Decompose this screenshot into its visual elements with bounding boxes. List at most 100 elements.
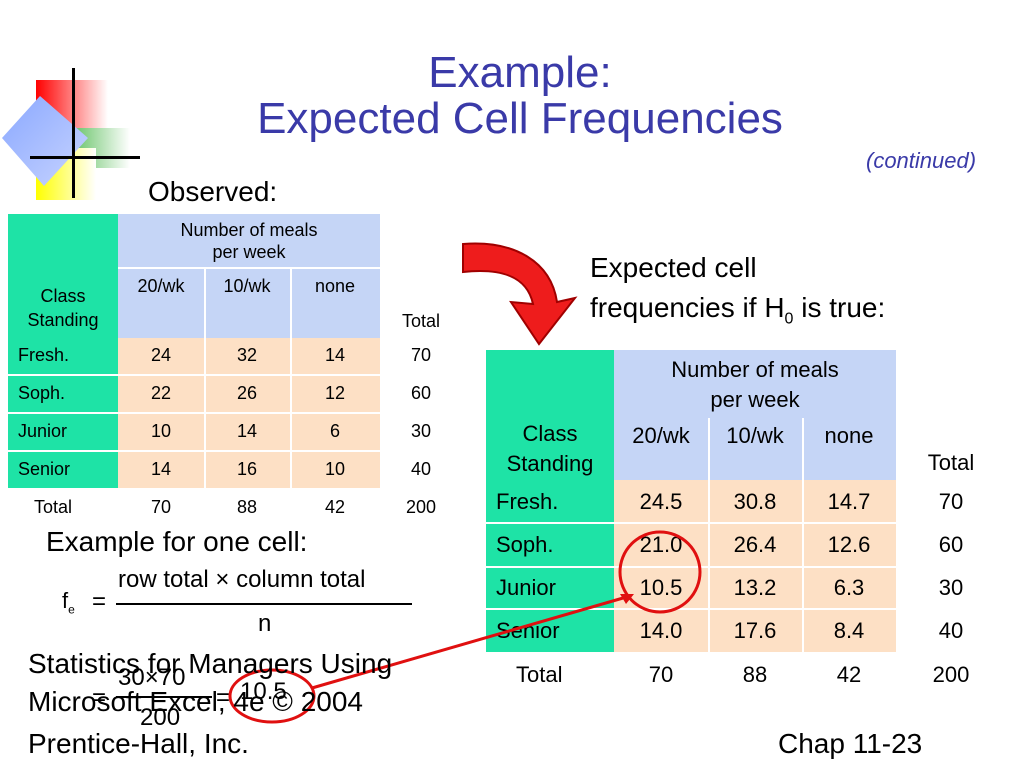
obs-cell: 24 (150, 345, 172, 365)
obs-row-label: Senior (18, 459, 71, 479)
continued-label: (continued) (866, 148, 977, 173)
observed-label: Observed: (148, 176, 278, 207)
formula-num-b: column total (236, 566, 366, 593)
obs-row-label: Soph. (18, 383, 66, 403)
exp-row-total: 30 (938, 575, 964, 600)
fraction-bar (116, 603, 412, 605)
exp-row-total: 70 (938, 489, 964, 514)
formula-numerator: row total × column total (118, 566, 365, 594)
exp-row-total: 40 (938, 618, 964, 643)
obs-cell: 14 (236, 421, 258, 441)
exp-class-label: Class (522, 421, 578, 446)
obs-cell: 22 (150, 383, 172, 403)
calc-num-b: 70 (158, 664, 186, 691)
exp-cell: 30.8 (733, 489, 777, 514)
obs-row-total: 60 (410, 383, 432, 403)
obs-col-20wk: 20/wk (137, 276, 185, 296)
obs-group-header: Number of meals (180, 220, 318, 240)
calc-times: × (144, 664, 159, 691)
expected-label-sub: 0 (784, 310, 794, 328)
exp-col-total: 70 (648, 662, 674, 687)
obs-cell: 32 (236, 345, 258, 365)
exp-corner (486, 350, 614, 480)
expected-label-1: Expected cell (590, 252, 757, 283)
obs-standing-label: Standing (27, 310, 99, 330)
obs-row-label: Fresh. (18, 345, 70, 365)
obs-corner (8, 214, 118, 338)
obs-col-total: 42 (324, 497, 346, 517)
title-line-1: Example: (428, 48, 612, 97)
obs-grand-total: 200 (405, 497, 437, 517)
obs-col-10wk: 10/wk (223, 276, 271, 296)
obs-header (118, 214, 380, 338)
calc-result: 10.5 (240, 678, 287, 705)
exp-cell: 17.6 (733, 618, 777, 643)
formula-num-a: row total (118, 566, 209, 593)
curved-arrow-icon (462, 242, 578, 346)
calc-denominator: 200 (140, 704, 181, 731)
exp-cell: 14.0 (639, 618, 683, 643)
obs-col-none: none (314, 276, 356, 296)
obs-col-total: 70 (150, 497, 172, 517)
obs-cell: 12 (324, 383, 346, 403)
exp-group-header: Number of meals (671, 357, 839, 382)
obs-cell: 26 (236, 383, 258, 403)
obs-col-total: 88 (236, 497, 258, 517)
exp-row-label: Soph. (496, 532, 554, 557)
exp-group-header-2: per week (710, 387, 800, 412)
formula-f-sub: e (68, 602, 75, 617)
calc-num-a: 30 (118, 664, 145, 691)
formula-f: f (62, 588, 69, 613)
exp-cell: 26.4 (733, 532, 777, 557)
exp-col-none: none (824, 423, 874, 448)
exp-col-10wk: 10/wk (726, 423, 784, 448)
exp-cell: 13.2 (733, 575, 777, 600)
exp-header (614, 350, 896, 480)
obs-cell: 14 (150, 459, 172, 479)
obs-cell: 6 (329, 421, 340, 441)
calc-eq: = (92, 684, 107, 711)
exp-row-total: 60 (938, 532, 964, 557)
exp-col-total: 42 (836, 662, 862, 687)
obs-class-label: Class (40, 286, 86, 306)
footer-line-1: Statistics for Managers Using (28, 648, 393, 679)
exp-cell: 8.4 (833, 618, 865, 643)
formula-fe: fe (62, 588, 75, 616)
expected-label-2: frequencies if H0 is true: (590, 292, 885, 329)
exp-standing-label: Standing (506, 451, 594, 476)
exp-total-label: Total (516, 662, 563, 687)
exp-cell: 14.7 (827, 489, 871, 514)
exp-cell: 10.5 (639, 575, 683, 600)
slide-title: Example: Expected Cell Frequencies (210, 48, 830, 144)
calc-numerator: 30×70 (118, 664, 185, 692)
obs-row-total: 70 (410, 345, 432, 365)
obs-row-total: 40 (410, 459, 432, 479)
obs-row-total: 30 (410, 421, 432, 441)
exp-row-label: Fresh. (496, 489, 559, 514)
formula-denominator: n (258, 610, 272, 637)
obs-row-label: Junior (18, 421, 68, 441)
exp-cell: 24.5 (639, 489, 683, 514)
example-label: Example for one cell: (46, 526, 308, 557)
decorative-logo (2, 68, 140, 200)
formula-times: × (215, 566, 230, 593)
exp-row-label: Junior (496, 575, 556, 600)
obs-cell: 14 (324, 345, 346, 365)
calc-eq-2: = (216, 684, 231, 711)
expected-label-2b: is true: (793, 292, 886, 323)
chapter-label: Chap 11-23 (778, 728, 923, 759)
obs-total-header: Total (401, 311, 441, 331)
footer-line-3: Prentice-Hall, Inc. (28, 728, 249, 759)
exp-col-20wk: 20/wk (632, 423, 690, 448)
obs-cell: 16 (236, 459, 258, 479)
exp-grand-total: 200 (932, 662, 970, 687)
exp-col-total: 88 (742, 662, 768, 687)
title-line-2: Expected Cell Frequencies (257, 94, 783, 144)
obs-group-header-2: per week (212, 242, 286, 262)
exp-cell: 12.6 (827, 532, 871, 557)
calc-fraction-bar (116, 696, 212, 698)
formula-eq: = (92, 588, 107, 615)
expected-label-2a: frequencies if H (590, 292, 785, 323)
exp-cell: 6.3 (833, 575, 865, 600)
